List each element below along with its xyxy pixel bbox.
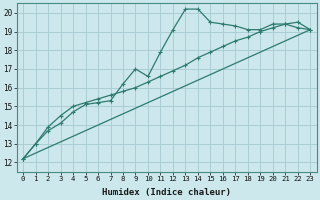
X-axis label: Humidex (Indice chaleur): Humidex (Indice chaleur) xyxy=(102,188,231,197)
